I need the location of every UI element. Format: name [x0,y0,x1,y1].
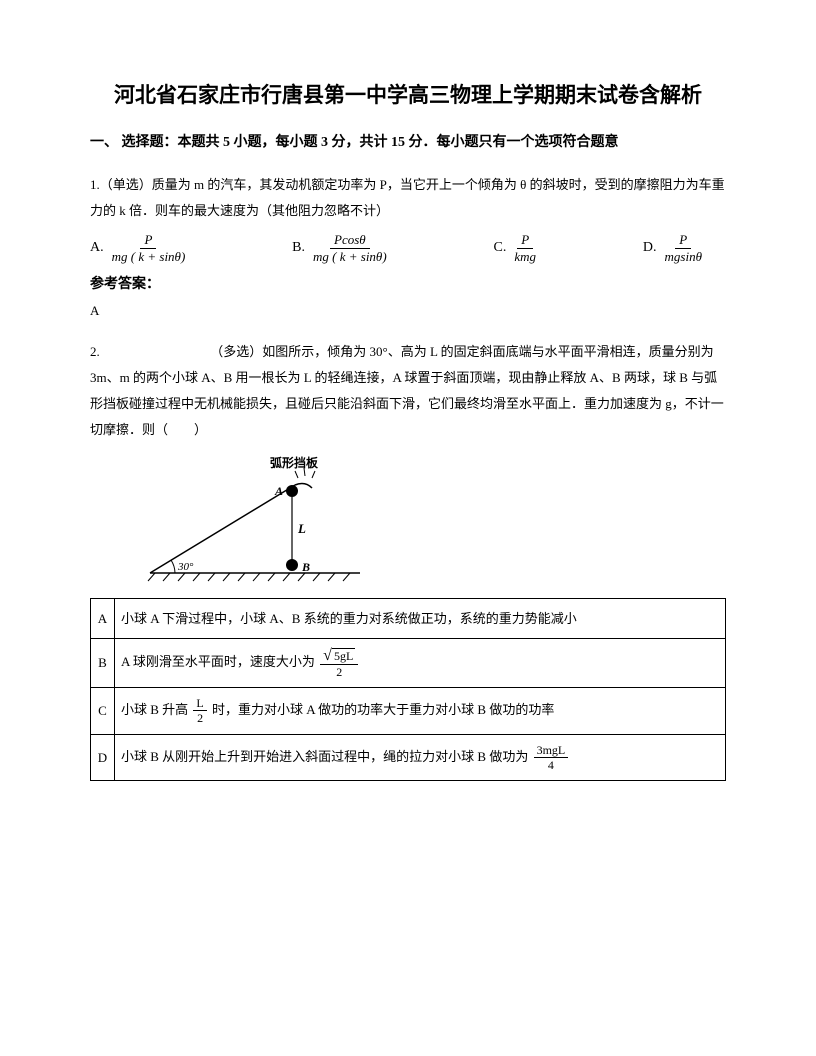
option-b: B. Pcosθ mg ( k + sinθ) [292,232,391,265]
row-c-fraction: L 2 [193,696,206,726]
row-b-label: B [91,639,115,688]
angle-label: 30° [177,561,194,573]
option-d: D. P mgsinθ [643,232,706,265]
option-a-fraction: P mg ( k + sinθ) [108,232,190,265]
ball-b-label: B [301,560,310,574]
answer-1: A [90,303,726,319]
table-row: D 小球 B 从刚开始上升到开始进入斜面过程中，绳的拉力对小球 B 做功为 3m… [91,734,726,781]
question-1-options: A. P mg ( k + sinθ) B. Pcosθ mg ( k + si… [90,232,726,265]
option-c: C. P kmg [494,232,541,265]
option-d-label: D. [643,240,657,256]
row-b-content: A 球刚滑至水平面时，速度大小为 √5gL 2 [115,639,726,688]
row-d-content: 小球 B 从刚开始上升到开始进入斜面过程中，绳的拉力对小球 B 做功为 3mgL… [115,734,726,781]
row-a-label: A [91,598,115,638]
answer-label-1: 参考答案： [90,273,726,293]
table-row: B A 球刚滑至水平面时，速度大小为 √5gL 2 [91,639,726,688]
question-1-text: 1.（单选）质量为 m 的汽车，其发动机额定功率为 P，当它开上一个倾角为 θ … [90,172,726,224]
incline-diagram: 30° A L B 弧形挡板 [140,453,726,588]
row-b-fraction: √5gL 2 [320,647,358,679]
table-row: A 小球 A 下滑过程中，小球 A、B 系统的重力对系统做正功，系统的重力势能减… [91,598,726,638]
arc-label: 弧形挡板 [270,455,319,470]
option-b-fraction: Pcosθ mg ( k + sinθ) [309,232,391,265]
option-d-fraction: P mgsinθ [661,232,706,265]
row-d-label: D [91,734,115,781]
option-b-label: B. [292,240,305,256]
option-a: A. P mg ( k + sinθ) [90,232,189,265]
row-c-label: C [91,687,115,734]
row-a-content: 小球 A 下滑过程中，小球 A、B 系统的重力对系统做正功，系统的重力势能减小 [115,598,726,638]
table-row: C 小球 B 升高 L 2 时，重力对小球 A 做功的功率大于重力对小球 B 做… [91,687,726,734]
page-title: 河北省石家庄市行唐县第一中学高三物理上学期期末试卷含解析 [90,80,726,112]
question-2-text: 2. （多选）如图所示，倾角为 30°、高为 L 的固定斜面底端与水平面平滑相连… [90,339,726,443]
length-label: L [297,521,306,536]
row-d-fraction: 3mgL 4 [534,743,569,773]
option-a-label: A. [90,240,104,256]
ball-a-label: A [274,484,283,498]
option-c-fraction: P kmg [510,232,540,265]
option-c-label: C. [494,240,507,256]
section-header: 一、 选择题：本题共 5 小题，每小题 3 分，共计 15 分．每小题只有一个选… [90,132,726,154]
row-c-content: 小球 B 升高 L 2 时，重力对小球 A 做功的功率大于重力对小球 B 做功的… [115,687,726,734]
question-2-options-table: A 小球 A 下滑过程中，小球 A、B 系统的重力对系统做正功，系统的重力势能减… [90,598,726,782]
